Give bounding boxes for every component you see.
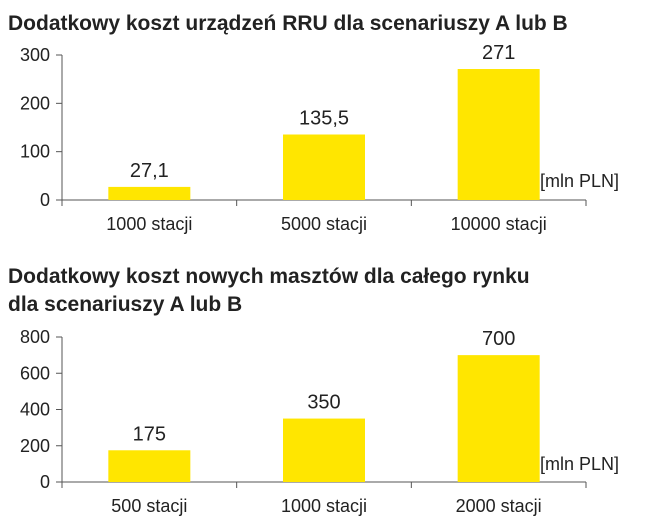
category-label: 1000 stacji <box>106 214 192 234</box>
y-tick-label: 800 <box>20 327 50 347</box>
unit-label: [mln PLN] <box>540 454 619 474</box>
y-tick-label: 0 <box>40 190 50 210</box>
bar <box>283 134 365 200</box>
category-label: 10000 stacji <box>451 214 547 234</box>
unit-label: [mln PLN] <box>540 171 619 191</box>
chart-1-title: Dodatkowy koszt urządzeń RRU dla scenari… <box>8 12 568 35</box>
data-label: 271 <box>482 42 515 64</box>
y-tick-label: 400 <box>20 400 50 420</box>
chart-2-title-line-2: dla scenariuszy A lub B <box>8 293 243 316</box>
category-label: 2000 stacji <box>456 496 542 516</box>
chart-1-rru-cost: 0 100 200 300 27,1 1000 stacji 135,5 5000 stacj… <box>20 42 619 234</box>
category-label: 500 stacji <box>111 496 187 516</box>
y-tick-label: 200 <box>20 93 50 113</box>
y-tick-label: 0 <box>40 472 50 492</box>
data-label: 27,1 <box>130 160 169 182</box>
bar <box>457 355 540 482</box>
chart-2-title: Dodatkowy koszt nowych masztów dla całeg… <box>8 263 530 319</box>
data-label: 700 <box>482 328 515 350</box>
category-label: 1000 stacji <box>281 496 367 516</box>
category-label: 5000 stacji <box>281 214 367 234</box>
y-tick-label: 200 <box>20 436 50 456</box>
data-label: 350 <box>307 392 340 414</box>
bar <box>108 450 191 482</box>
y-tick-label: 300 <box>20 45 50 65</box>
chart-2-title-line-1: Dodatkowy koszt nowych masztów dla całeg… <box>8 265 530 288</box>
bar <box>108 186 191 200</box>
y-tick-label: 600 <box>20 363 50 383</box>
y-tick-label: 100 <box>20 142 50 162</box>
data-label: 175 <box>133 423 166 445</box>
bar <box>283 418 365 482</box>
bar <box>457 69 540 201</box>
data-label: 135,5 <box>299 108 349 130</box>
